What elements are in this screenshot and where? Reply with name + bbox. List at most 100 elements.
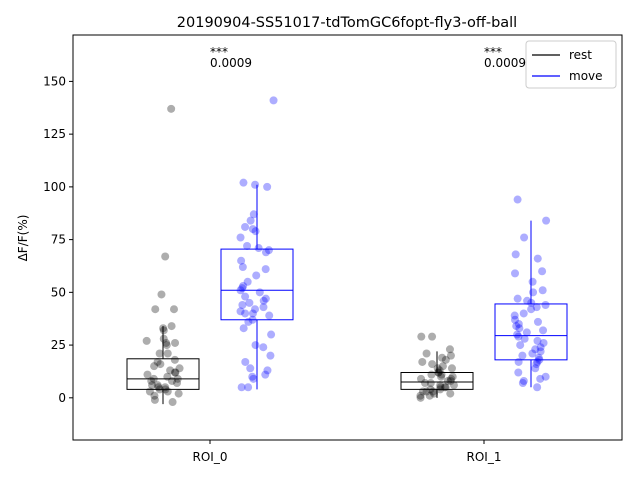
x-tick-label: ROI_1 <box>467 450 502 464</box>
data-point <box>236 307 245 316</box>
data-point <box>237 383 246 392</box>
data-point <box>162 341 171 350</box>
data-point <box>161 383 170 392</box>
data-point <box>163 372 172 381</box>
data-point <box>150 391 159 400</box>
data-point <box>533 357 542 366</box>
data-point <box>148 381 157 390</box>
data-point <box>243 241 252 250</box>
data-point <box>153 357 162 366</box>
data-point <box>168 398 177 407</box>
data-point <box>518 379 527 388</box>
data-point <box>513 294 522 303</box>
data-point <box>510 311 519 320</box>
data-point <box>514 357 523 366</box>
data-point <box>166 366 175 375</box>
data-point <box>241 357 250 366</box>
data-point <box>436 381 445 390</box>
data-point <box>422 349 431 358</box>
data-point <box>429 389 438 398</box>
data-point <box>162 338 171 347</box>
axes-frame <box>72 34 623 441</box>
data-point <box>536 343 545 352</box>
data-point <box>174 389 183 398</box>
data-point <box>515 324 524 333</box>
data-point <box>259 343 268 352</box>
data-point <box>149 374 158 383</box>
data-point <box>441 355 450 364</box>
data-point <box>153 381 162 390</box>
data-point <box>539 326 548 335</box>
data-point <box>418 387 427 396</box>
data-point <box>246 364 255 373</box>
data-point <box>417 332 426 341</box>
data-point <box>157 290 166 299</box>
data-point <box>252 271 261 280</box>
data-point <box>238 263 247 272</box>
data-point <box>447 374 456 383</box>
data-point <box>446 389 455 398</box>
data-point <box>269 96 278 105</box>
x-tick-label: ROI_0 <box>193 450 228 464</box>
significance-stars: *** <box>210 45 228 59</box>
data-point <box>248 315 257 324</box>
data-point <box>237 256 246 265</box>
data-point <box>161 252 170 261</box>
data-point <box>433 364 442 373</box>
box-rest-ROI_1 <box>400 372 474 390</box>
significance-stars: *** <box>484 45 502 59</box>
data-point <box>249 210 258 219</box>
data-point <box>527 305 536 314</box>
data-point <box>513 330 522 339</box>
data-point <box>259 303 268 312</box>
data-point <box>436 383 445 392</box>
data-point <box>417 374 426 383</box>
data-point <box>244 383 253 392</box>
data-point <box>266 351 275 360</box>
data-point <box>533 383 542 392</box>
legend-label-move: move <box>569 69 603 83</box>
data-point <box>156 360 165 369</box>
y-tick-label: 0 <box>58 391 66 405</box>
data-point <box>511 269 520 278</box>
data-point <box>435 366 444 375</box>
data-point <box>429 387 438 396</box>
data-point <box>238 284 247 293</box>
data-point <box>427 370 436 379</box>
data-point <box>445 345 454 354</box>
data-point <box>154 383 163 392</box>
data-point <box>541 301 550 309</box>
p-value-label: 0.0009 <box>484 56 526 70</box>
data-point <box>531 364 540 373</box>
data-point <box>426 385 435 394</box>
data-point <box>170 368 179 377</box>
data-point <box>248 372 257 381</box>
data-point <box>437 372 446 381</box>
data-point <box>511 250 520 259</box>
data-point <box>163 349 172 358</box>
data-point <box>145 387 154 396</box>
data-point <box>516 341 525 350</box>
data-point <box>171 338 180 347</box>
data-point <box>513 195 522 204</box>
data-point <box>249 374 258 383</box>
data-point <box>170 355 179 364</box>
data-point <box>512 322 521 331</box>
p-value-label: 0.0009 <box>210 56 252 70</box>
data-point <box>143 370 152 379</box>
data-point <box>443 376 452 385</box>
y-tick-label: 25 <box>51 338 66 352</box>
data-point <box>261 265 270 274</box>
data-point <box>241 309 250 318</box>
data-point <box>441 383 450 392</box>
data-point <box>436 385 445 394</box>
data-point <box>169 305 178 314</box>
data-point <box>261 248 270 257</box>
data-point <box>255 288 264 297</box>
data-point <box>261 294 270 303</box>
data-point <box>518 351 527 360</box>
data-point <box>434 368 443 377</box>
data-point <box>539 338 548 347</box>
data-point <box>151 305 160 314</box>
